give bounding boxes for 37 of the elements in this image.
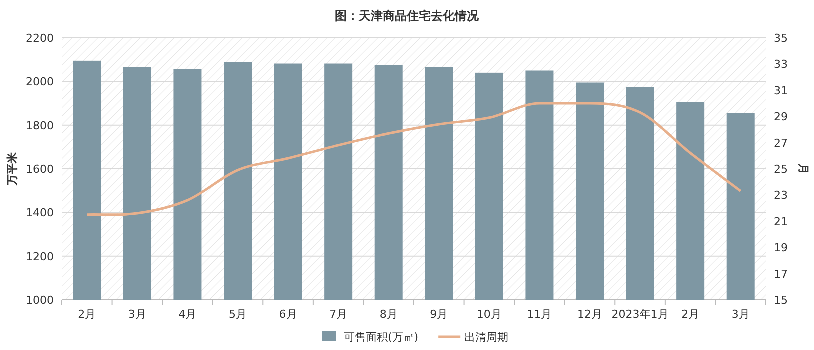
x-tick-label: 2月	[78, 308, 96, 321]
y2-tick-label: 31	[774, 84, 788, 98]
y2-tick-label: 33	[774, 58, 788, 72]
x-tick-label: 2023年1月	[612, 308, 669, 321]
y-tick-label: 1000	[26, 294, 54, 307]
y-tick-label: 2000	[26, 76, 54, 89]
y2-tick-label: 35	[774, 32, 788, 45]
y-tick-label: 1200	[26, 250, 54, 264]
x-tick-label: 4月	[178, 308, 197, 321]
y-axis-title: 万平米	[6, 152, 19, 186]
x-tick-label: 5月	[229, 308, 247, 321]
y2-tick-label: 23	[774, 189, 788, 202]
x-tick-label: 9月	[430, 308, 448, 321]
x-tick-label: 12月	[578, 308, 602, 321]
legend-label: 可售面积(万㎡)	[344, 331, 419, 344]
x-tick-label: 11月	[527, 308, 552, 321]
y2-tick-label: 29	[774, 110, 788, 124]
x-tick-label: 10月	[476, 308, 502, 321]
y2-tick-label: 25	[774, 163, 788, 176]
x-tick-label: 8月	[380, 308, 398, 321]
y-tick-label: 1400	[26, 206, 54, 220]
legend-label: 出清周期	[464, 331, 509, 344]
y2-tick-label: 15	[774, 294, 788, 307]
y-tick-label: 1800	[26, 119, 54, 132]
x-tick-label: 2月	[682, 308, 700, 321]
y2-axis-title: 月	[797, 162, 810, 174]
x-tick-label: 7月	[330, 308, 348, 321]
y2-tick-label: 21	[774, 215, 788, 228]
chart-title: 图：天津商品住宅去化情况	[335, 9, 480, 23]
y2-tick-label: 17	[774, 268, 788, 281]
x-tick-label: 3月	[128, 308, 146, 321]
y-tick-label: 2200	[26, 32, 54, 45]
y-tick-label: 1600	[26, 163, 54, 176]
x-tick-label: 3月	[732, 308, 750, 321]
x-tick-label: 6月	[279, 308, 298, 321]
y2-tick-label: 19	[774, 242, 788, 255]
y2-tick-label: 27	[774, 136, 788, 150]
